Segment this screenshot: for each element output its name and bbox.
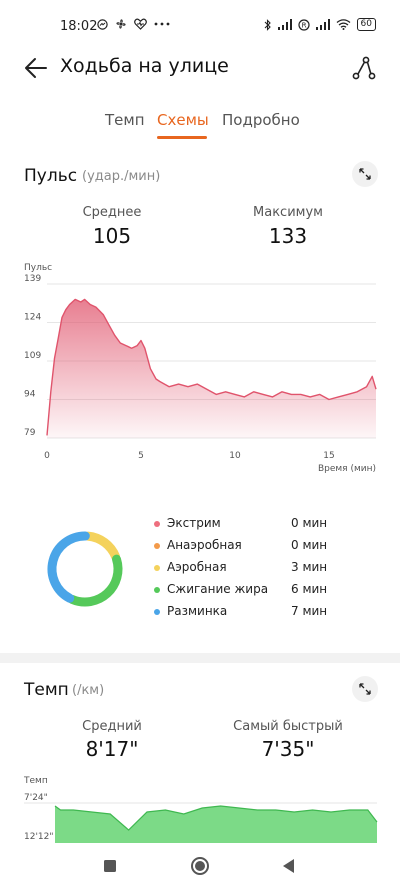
- pace-y-axis-label: Темп: [23, 776, 48, 786]
- pulse-expand-button[interactable]: [352, 161, 378, 187]
- donut-segment: [83, 531, 121, 562]
- x-tick-label: 10: [229, 451, 241, 461]
- pulse-section-title: Пульс: [24, 166, 78, 186]
- pace-chart: Темп 7'24" 12'12": [23, 776, 378, 843]
- pulse-y-axis-label: Пульс: [24, 263, 52, 273]
- legend-label: Сжигание жира: [167, 582, 269, 596]
- donut-segment: [47, 531, 90, 603]
- pace-unit: (/км): [72, 683, 105, 698]
- legend-item: Анаэробная 0 мин: [154, 538, 354, 560]
- x-tick-label: 5: [138, 451, 144, 461]
- registered-icon: R: [297, 18, 310, 31]
- status-time: 18:02: [60, 19, 98, 34]
- legend-item: Аэробная 3 мин: [154, 560, 354, 582]
- back-triangle-icon[interactable]: [282, 858, 296, 874]
- heart-icon: [134, 18, 147, 30]
- legend-dot: [154, 565, 160, 571]
- messenger-icon: [97, 18, 108, 30]
- y-tick-label: 139: [24, 274, 41, 284]
- status-bar: 18:02 R 60: [0, 0, 400, 52]
- pulse-area: [47, 299, 376, 438]
- pulse-max-value: 133: [268, 224, 308, 248]
- zone-legend: Экстрим 0 мин Анаэробная 0 мин Аэробная …: [154, 516, 354, 626]
- pulse-max-label: Максимум: [253, 205, 323, 220]
- active-tab-indicator: [157, 136, 207, 139]
- y-tick-label: 109: [24, 351, 41, 361]
- pace-best-label: Самый быстрый: [233, 719, 343, 734]
- legend-dot: [154, 609, 160, 615]
- legend-value: 7 мин: [291, 604, 328, 618]
- header: Ходьба на улице: [0, 50, 400, 86]
- legend-value: 3 мин: [291, 560, 328, 574]
- donut-center: [60, 544, 110, 594]
- page-title: Ходьба на улице: [60, 55, 229, 77]
- pace-section-title: Темп: [24, 680, 69, 700]
- more-dots-icon: [154, 22, 170, 26]
- legend-dot: [154, 521, 160, 527]
- battery-icon: 60: [356, 18, 376, 31]
- pulse-avg-label: Среднее: [82, 205, 142, 220]
- tab-pace[interactable]: Темп: [105, 111, 145, 129]
- y-tick-label: 7'24": [24, 793, 48, 803]
- legend-value: 0 мин: [291, 516, 328, 530]
- pace-best-value: 7'35": [261, 737, 315, 761]
- pulse-unit: (удар./мин): [82, 169, 161, 184]
- legend-item: Экстрим 0 мин: [154, 516, 354, 538]
- pulse-line: [46, 298, 377, 436]
- legend-label: Анаэробная: [167, 538, 242, 552]
- pulse-x-axis-label: Время (мин): [318, 464, 376, 474]
- legend-dot: [154, 543, 160, 549]
- y-tick-label: 79: [24, 428, 36, 438]
- y-tick-label: 94: [24, 390, 36, 400]
- pace-avg-value: 8'17": [85, 737, 139, 761]
- legend-value: 6 мин: [291, 582, 328, 596]
- section-divider: [0, 653, 400, 663]
- y-tick-label: 12'12": [24, 832, 54, 842]
- donut-segment: [67, 554, 123, 607]
- route-share-icon[interactable]: [350, 54, 378, 82]
- fan-icon: [116, 19, 126, 29]
- tab-charts[interactable]: Схемы: [157, 111, 209, 129]
- legend-label: Экстрим: [167, 516, 221, 530]
- pace-line: [54, 805, 378, 831]
- svg-text:R: R: [301, 21, 306, 29]
- legend-value: 0 мин: [291, 538, 328, 552]
- tab-bar: Темп Схемы Подробно: [0, 111, 400, 141]
- home-icon[interactable]: [190, 856, 210, 876]
- legend-dot: [154, 587, 160, 593]
- pace-area: [55, 806, 377, 843]
- signal-icon: [277, 19, 292, 30]
- x-tick-label: 0: [44, 451, 50, 461]
- legend-label: Разминка: [167, 604, 228, 618]
- pace-expand-button[interactable]: [352, 676, 378, 702]
- expand-icon: [359, 683, 371, 695]
- x-tick-label: 15: [323, 451, 334, 461]
- tab-details[interactable]: Подробно: [222, 111, 300, 129]
- back-arrow-icon[interactable]: [22, 54, 50, 82]
- y-tick-label: 124: [24, 313, 41, 323]
- bluetooth-icon: [264, 18, 271, 31]
- signal-icon: [315, 19, 330, 30]
- wifi-icon: [336, 19, 350, 30]
- pace-avg-label: Средний: [82, 719, 142, 734]
- expand-icon: [359, 168, 371, 180]
- legend-item: Сжигание жира 6 мин: [154, 582, 354, 604]
- legend-label: Аэробная: [167, 560, 227, 574]
- zone-donut-chart: [47, 531, 123, 607]
- legend-item: Разминка 7 мин: [154, 604, 354, 626]
- recents-icon[interactable]: [103, 859, 117, 873]
- pulse-avg-value: 105: [92, 224, 132, 248]
- system-nav-bar: [0, 843, 400, 889]
